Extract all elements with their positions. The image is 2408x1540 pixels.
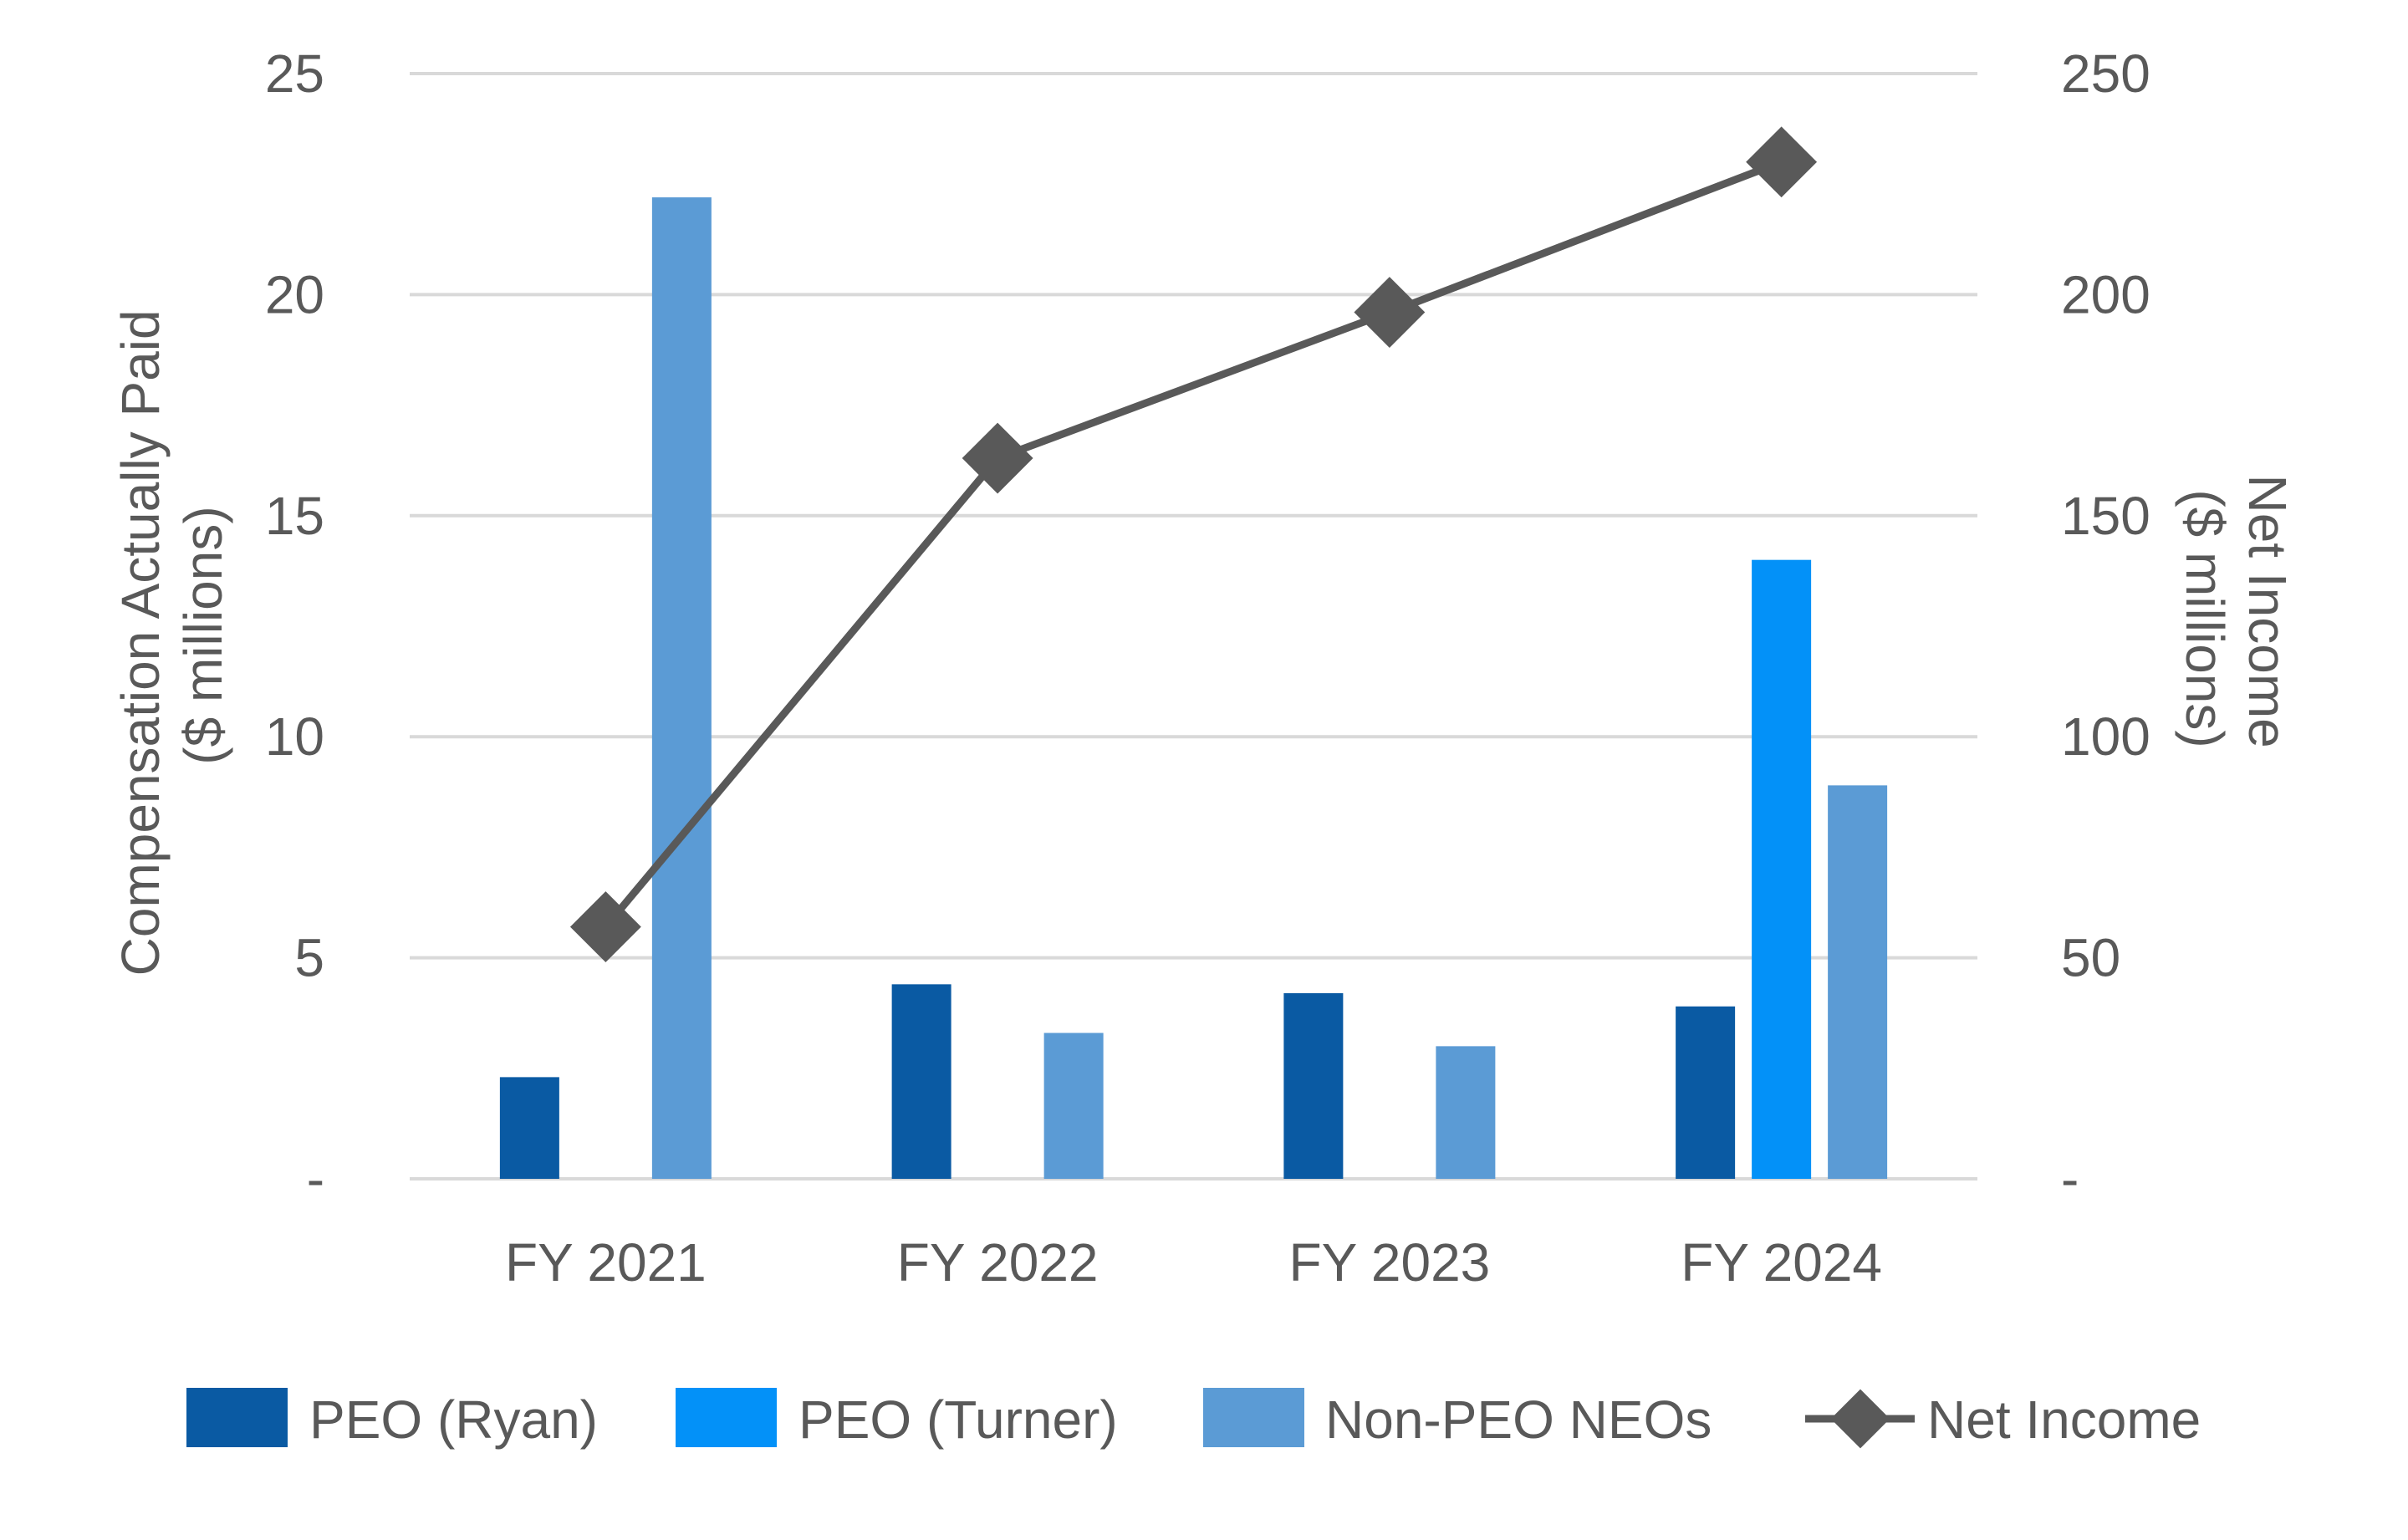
legend-label-peo-turner: PEO (Turner)	[798, 1390, 1118, 1450]
legend-label-non-peo-neos: Non-PEO NEOs	[1325, 1390, 1712, 1450]
bar-peo-turner-4	[1752, 559, 1812, 1179]
category-label-2: FY 2022	[897, 1232, 1099, 1293]
net-income-marker-4	[1746, 126, 1818, 198]
net-income-line	[569, 126, 1818, 963]
left-tick-label-4: 20	[265, 264, 324, 324]
legend-label-net-income: Net Income	[1927, 1390, 2201, 1450]
left-axis-title-line1: Compensation Actually Paid	[110, 309, 171, 976]
legend: PEO (Ryan) PEO (Turner) Non-PEO NEOs Net…	[186, 1388, 2201, 1450]
left-axis-title: Compensation Actually Paid ($ millions)	[110, 295, 233, 977]
net-income-polyline	[602, 158, 1783, 930]
left-tick-label-0: -	[307, 1149, 324, 1209]
right-axis-title: Net Income ($ millions)	[2175, 474, 2298, 762]
left-tick-label-3: 15	[265, 486, 324, 546]
category-label-1: FY 2021	[505, 1232, 707, 1293]
right-tick-label-2: 100	[2061, 706, 2150, 767]
axes: - 5 10 15 20 25 - 50 100 150 200 250 FY 2021 FY 2022 F…	[265, 43, 2150, 1293]
legend-swatch-peo-ryan	[186, 1388, 288, 1447]
bar-peo-ryan-2	[891, 984, 951, 1179]
legend-marker-net-income	[1830, 1389, 1890, 1449]
right-tick-label-4: 200	[2061, 264, 2150, 324]
right-axis-title-line1: Net Income	[2237, 474, 2298, 747]
category-label-4: FY 2024	[1681, 1232, 1882, 1293]
left-tick-label-2: 10	[265, 706, 324, 767]
category-label-3: FY 2023	[1288, 1232, 1490, 1293]
left-tick-label-5: 25	[265, 43, 324, 104]
bar-peo-ryan-4	[1676, 1006, 1736, 1179]
left-tick-label-1: 5	[294, 928, 324, 988]
legend-swatch-peo-turner	[676, 1388, 777, 1447]
right-tick-label-3: 150	[2061, 486, 2150, 546]
bar-non-peo-neos-2	[1043, 1033, 1104, 1179]
bar-peo-ryan-3	[1283, 992, 1344, 1179]
bar-non-peo-neos-1	[651, 197, 712, 1180]
bar-non-peo-neos-3	[1436, 1046, 1496, 1179]
legend-label-peo-ryan: PEO (Ryan)	[309, 1390, 598, 1450]
legend-swatch-non-peo-neos	[1203, 1388, 1304, 1447]
right-tick-label-0: -	[2061, 1149, 2079, 1209]
bars	[499, 197, 1888, 1180]
bar-peo-ryan-1	[499, 1077, 559, 1179]
bar-non-peo-neos-4	[1828, 785, 1888, 1179]
net-income-marker-3	[1354, 277, 1426, 348]
right-tick-label-1: 50	[2061, 928, 2120, 988]
right-tick-label-5: 250	[2061, 43, 2150, 104]
right-axis-title-line2: ($ millions)	[2175, 489, 2235, 747]
gridlines	[410, 72, 1977, 1180]
left-axis-title-line2: ($ millions)	[173, 506, 233, 764]
